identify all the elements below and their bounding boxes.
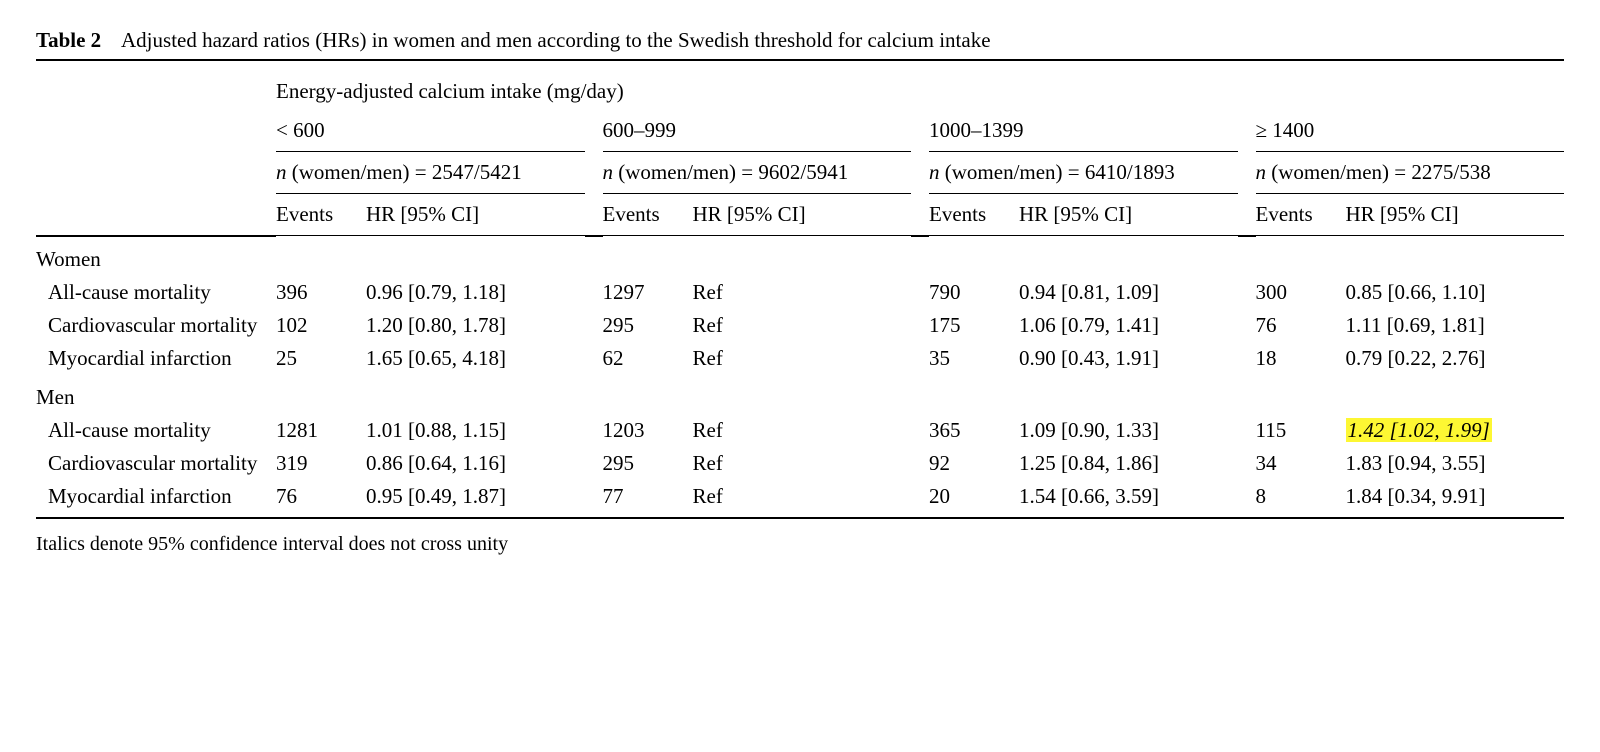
hr-cell: 1.42 [1.02, 1.99] bbox=[1346, 414, 1565, 447]
hazard-ratio-table: Energy-adjusted calcium intake (mg/day) … bbox=[36, 59, 1564, 519]
events-cell: 115 bbox=[1256, 414, 1346, 447]
group-range: 1000–1399 bbox=[929, 110, 1238, 152]
row-label: Cardiovascular mortality bbox=[36, 447, 276, 480]
subhead-events: Events bbox=[603, 194, 693, 236]
hr-cell: 1.84 [0.34, 9.91] bbox=[1346, 480, 1565, 513]
hr-cell: 0.95 [0.49, 1.87] bbox=[366, 480, 585, 513]
hr-cell: 0.85 [0.66, 1.10] bbox=[1346, 276, 1565, 309]
events-cell: 76 bbox=[1256, 309, 1346, 342]
subhead-events: Events bbox=[276, 194, 366, 236]
subhead-hr: HR [95% CI] bbox=[1346, 194, 1565, 236]
hr-cell: 1.83 [0.94, 3.55] bbox=[1346, 447, 1565, 480]
subhead-hr: HR [95% CI] bbox=[693, 194, 912, 236]
group-range: 600–999 bbox=[603, 110, 912, 152]
events-cell: 34 bbox=[1256, 447, 1346, 480]
group-n: n (women/men) = 2275/538 bbox=[1256, 152, 1565, 194]
hr-cell: 0.90 [0.43, 1.91] bbox=[1019, 342, 1238, 375]
events-cell: 300 bbox=[1256, 276, 1346, 309]
section-title: Women bbox=[36, 236, 1564, 276]
group-n: n (women/men) = 6410/1893 bbox=[929, 152, 1238, 194]
hr-cell: 1.65 [0.65, 4.18] bbox=[366, 342, 585, 375]
events-cell: 319 bbox=[276, 447, 366, 480]
hr-cell: 0.96 [0.79, 1.18] bbox=[366, 276, 585, 309]
table-row: Cardiovascular mortality1021.20 [0.80, 1… bbox=[36, 309, 1564, 342]
group-n: n (women/men) = 9602/5941 bbox=[603, 152, 912, 194]
table-row: Cardiovascular mortality3190.86 [0.64, 1… bbox=[36, 447, 1564, 480]
hr-cell: 1.25 [0.84, 1.86] bbox=[1019, 447, 1238, 480]
table-row: All-cause mortality3960.96 [0.79, 1.18] 1… bbox=[36, 276, 1564, 309]
row-label: All-cause mortality bbox=[36, 276, 276, 309]
subhead-events: Events bbox=[1256, 194, 1346, 236]
row-label: Myocardial infarction bbox=[36, 342, 276, 375]
row-label: Cardiovascular mortality bbox=[36, 309, 276, 342]
events-cell: 1203 bbox=[603, 414, 693, 447]
hr-cell: Ref bbox=[693, 309, 912, 342]
hr-cell: 1.20 [0.80, 1.78] bbox=[366, 309, 585, 342]
table-caption: Table 2 Adjusted hazard ratios (HRs) in … bbox=[36, 28, 1564, 53]
table-label: Table 2 bbox=[36, 28, 101, 52]
hr-cell: 1.09 [0.90, 1.33] bbox=[1019, 414, 1238, 447]
events-cell: 25 bbox=[276, 342, 366, 375]
subhead-hr: HR [95% CI] bbox=[366, 194, 585, 236]
hr-cell: Ref bbox=[693, 276, 912, 309]
events-cell: 396 bbox=[276, 276, 366, 309]
hr-cell: 1.54 [0.66, 3.59] bbox=[1019, 480, 1238, 513]
group-n: n (women/men) = 2547/5421 bbox=[276, 152, 585, 194]
events-cell: 8 bbox=[1256, 480, 1346, 513]
row-label: Myocardial infarction bbox=[36, 480, 276, 513]
events-cell: 20 bbox=[929, 480, 1019, 513]
hr-cell: 0.94 [0.81, 1.09] bbox=[1019, 276, 1238, 309]
hr-cell: Ref bbox=[693, 447, 912, 480]
events-cell: 77 bbox=[603, 480, 693, 513]
events-cell: 790 bbox=[929, 276, 1019, 309]
hr-cell: 1.06 [0.79, 1.41] bbox=[1019, 309, 1238, 342]
row-label: All-cause mortality bbox=[36, 414, 276, 447]
table-footnote: Italics denote 95% confidence interval d… bbox=[36, 519, 1564, 556]
hr-cell: 0.86 [0.64, 1.16] bbox=[366, 447, 585, 480]
table-row: Myocardial infarction251.65 [0.65, 4.18]… bbox=[36, 342, 1564, 375]
table-row: Myocardial infarction760.95 [0.49, 1.87]… bbox=[36, 480, 1564, 513]
hr-cell: 1.11 [0.69, 1.81] bbox=[1346, 309, 1565, 342]
events-cell: 295 bbox=[603, 309, 693, 342]
hr-cell: Ref bbox=[693, 342, 912, 375]
hr-cell: Ref bbox=[693, 414, 912, 447]
events-cell: 175 bbox=[929, 309, 1019, 342]
subhead-hr: HR [95% CI] bbox=[1019, 194, 1238, 236]
table-caption-text: Adjusted hazard ratios (HRs) in women an… bbox=[121, 28, 991, 52]
section-title: Men bbox=[36, 375, 1564, 414]
events-cell: 18 bbox=[1256, 342, 1346, 375]
column-spanner: Energy-adjusted calcium intake (mg/day) bbox=[276, 60, 1564, 110]
hr-cell: 0.79 [0.22, 2.76] bbox=[1346, 342, 1565, 375]
events-cell: 295 bbox=[603, 447, 693, 480]
events-cell: 76 bbox=[276, 480, 366, 513]
events-cell: 92 bbox=[929, 447, 1019, 480]
events-cell: 102 bbox=[276, 309, 366, 342]
events-cell: 1281 bbox=[276, 414, 366, 447]
events-cell: 365 bbox=[929, 414, 1019, 447]
table-row: All-cause mortality12811.01 [0.88, 1.15]… bbox=[36, 414, 1564, 447]
hr-cell: 1.01 [0.88, 1.15] bbox=[366, 414, 585, 447]
group-range: ≥ 1400 bbox=[1256, 110, 1565, 152]
hr-cell: Ref bbox=[693, 480, 912, 513]
events-cell: 35 bbox=[929, 342, 1019, 375]
events-cell: 62 bbox=[603, 342, 693, 375]
group-range: < 600 bbox=[276, 110, 585, 152]
subhead-events: Events bbox=[929, 194, 1019, 236]
events-cell: 1297 bbox=[603, 276, 693, 309]
